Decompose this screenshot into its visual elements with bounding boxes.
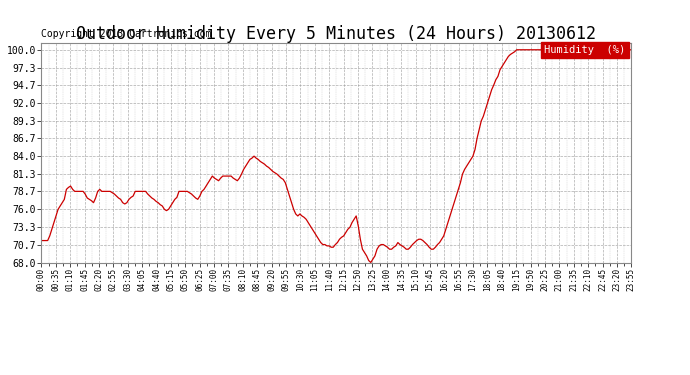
Title: Outdoor Humidity Every 5 Minutes (24 Hours) 20130612: Outdoor Humidity Every 5 Minutes (24 Hou… — [77, 25, 596, 43]
Text: Humidity  (%): Humidity (%) — [544, 45, 625, 56]
Text: Copyright 2013 Cartronics.com: Copyright 2013 Cartronics.com — [41, 29, 212, 39]
